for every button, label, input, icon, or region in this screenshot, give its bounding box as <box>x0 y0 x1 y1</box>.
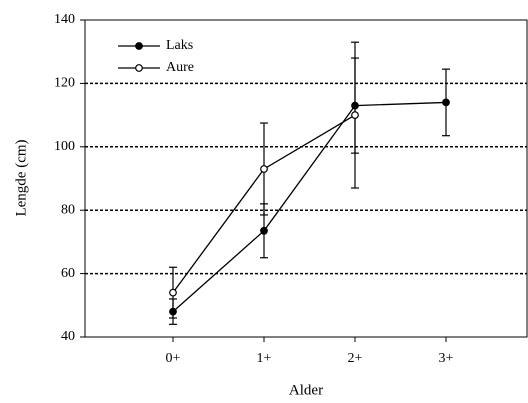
legend-marker <box>135 64 143 72</box>
y-axis-label: Lengde (cm) <box>13 139 29 216</box>
legend-label: Laks <box>166 38 193 53</box>
y-tick-label: 40 <box>61 329 75 344</box>
x-axis-label: Alder <box>289 382 323 398</box>
y-tick-label: 140 <box>54 12 75 27</box>
x-tick-label: 1+ <box>257 351 272 366</box>
series-line <box>172 101 447 313</box>
x-tick-label: 0+ <box>166 351 181 366</box>
marker <box>351 111 359 119</box>
legend-label: Aure <box>166 60 194 75</box>
y-tick-label: 80 <box>61 202 75 217</box>
plot-frame <box>84 19 528 338</box>
x-tick-label: 2+ <box>348 351 363 366</box>
marker <box>442 98 450 107</box>
marker <box>260 226 268 235</box>
marker <box>260 165 268 173</box>
y-tick-label: 60 <box>61 266 75 281</box>
marker <box>169 288 177 297</box>
x-tick-label: 3+ <box>439 351 454 366</box>
y-tick-label: 100 <box>54 139 75 154</box>
y-tick-label: 120 <box>54 76 75 91</box>
legend-marker <box>135 42 143 50</box>
